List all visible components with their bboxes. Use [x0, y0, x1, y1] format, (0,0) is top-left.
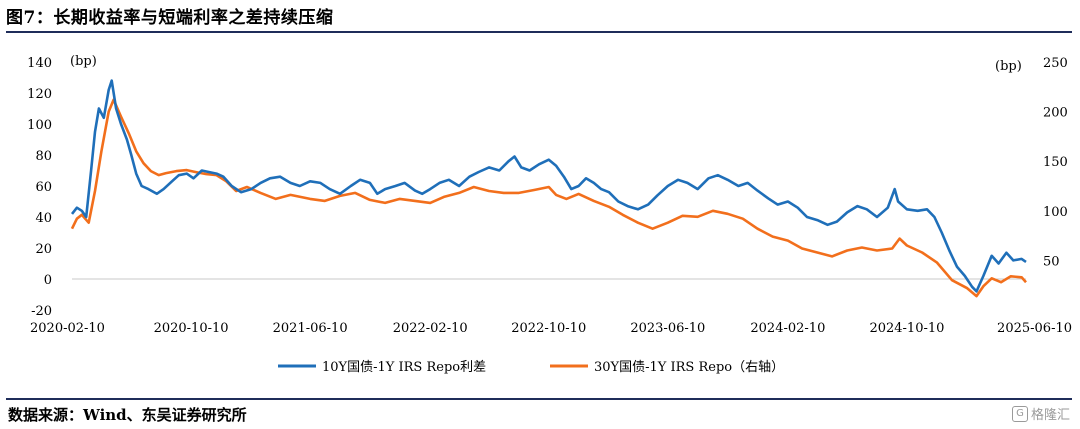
x-tick-label: 2022-10-10: [511, 321, 586, 336]
left-tick-label: 120: [27, 87, 52, 102]
right-axis-ticks: 50 100 150 200 250: [1043, 56, 1068, 269]
left-tick-label: 0: [44, 273, 52, 288]
legend: 10Y国债-1Y IRS Repo利差 30Y国债-1Y IRS Repo（右轴）: [278, 360, 784, 375]
left-tick-label: 20: [35, 242, 52, 257]
x-tick-label: 2021-06-10: [273, 321, 348, 336]
right-tick-label: 250: [1043, 56, 1068, 71]
left-axis-unit: (bp): [70, 54, 97, 69]
title-divider: [6, 31, 1072, 33]
x-tick-label: 2023-06-10: [630, 321, 705, 336]
right-tick-label: 100: [1043, 205, 1068, 220]
figure-title: 图7：长期收益率与短端利率之差持续压缩: [6, 8, 334, 28]
legend-label-1: 10Y国债-1Y IRS Repo利差: [322, 360, 486, 375]
x-axis-ticks: 2020-02-10 2020-10-10 2021-06-10 2022-02-10…: [30, 321, 1072, 336]
right-tick-label: 200: [1043, 106, 1068, 121]
watermark: G 格隆汇: [1011, 404, 1070, 423]
x-tick-label: 2024-10-10: [869, 321, 944, 336]
series-layer: [70, 79, 1027, 298]
series-line-1: [70, 79, 1027, 293]
x-tick-label: 2020-10-10: [154, 321, 229, 336]
x-tick-label: 2024-02-10: [750, 321, 825, 336]
x-tick-label: 2022-02-10: [393, 321, 468, 336]
x-tick-label: 2025-06-10: [997, 321, 1072, 336]
right-tick-label: 50: [1043, 254, 1060, 269]
left-tick-label: -20: [31, 304, 52, 319]
watermark-text: 格隆汇: [1030, 408, 1070, 423]
source-note: 数据来源：Wind、东吴证券研究所: [8, 406, 247, 424]
right-axis-unit: (bp): [995, 59, 1022, 74]
left-tick-label: 40: [35, 211, 52, 226]
left-tick-label: 140: [27, 56, 52, 71]
x-tick-label: 2020-02-10: [30, 321, 105, 336]
series-line-2: [70, 98, 1027, 298]
watermark-logo-icon: G: [1011, 405, 1028, 422]
legend-label-2: 30Y国债-1Y IRS Repo（右轴）: [594, 360, 784, 375]
left-axis-ticks: -20 0 20 40 60 80 100 120 140: [27, 56, 52, 319]
right-tick-label: 150: [1043, 155, 1068, 170]
line-chart: -20 0 20 40 60 80 100 120 140 50 100 150 200 250 202…: [27, 54, 1072, 375]
left-tick-label: 60: [35, 180, 52, 195]
left-tick-label: 80: [35, 149, 52, 164]
left-tick-label: 100: [27, 118, 52, 133]
footer-divider: [6, 398, 1072, 400]
